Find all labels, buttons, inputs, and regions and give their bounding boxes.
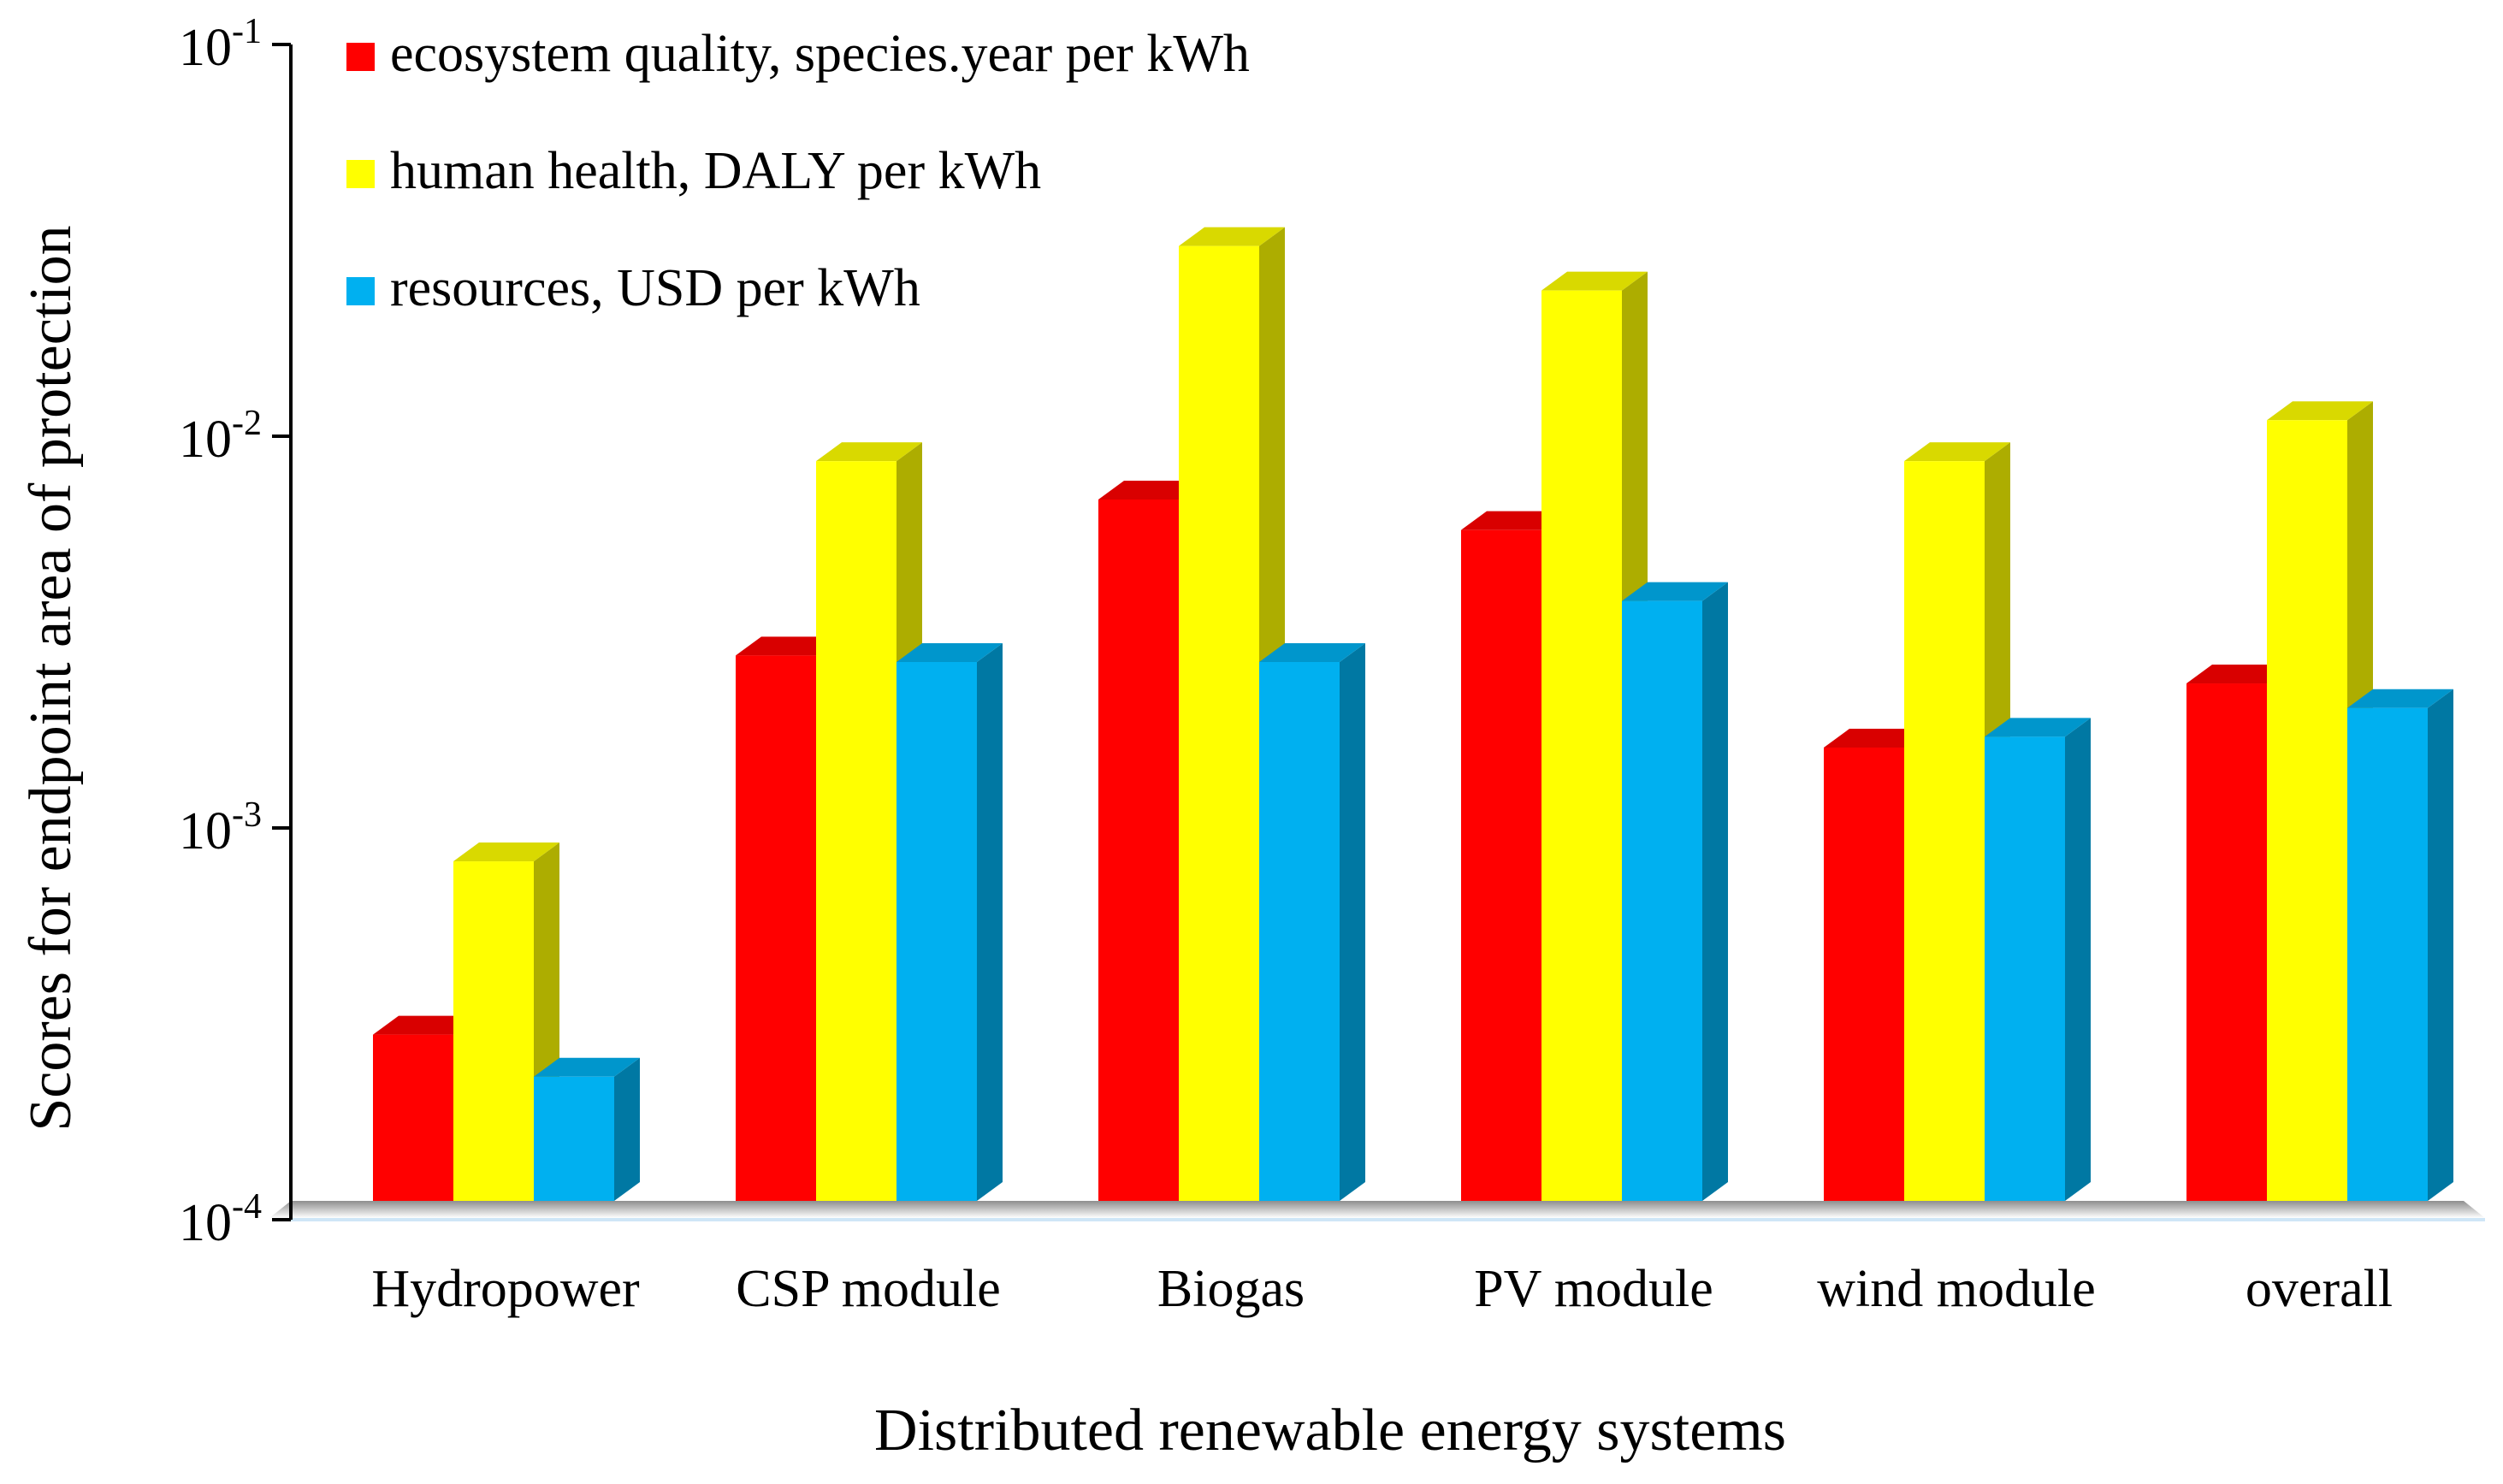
bar-top	[1824, 728, 1930, 748]
y-ticks-layer: 10-1 10-2 10-3 10-4	[179, 12, 291, 1252]
x-tick-label: overall	[2246, 1260, 2393, 1318]
bar-top	[896, 642, 1003, 662]
bar-front	[736, 655, 816, 1201]
legend: ecosystem quality, species.year per kWh h…	[346, 25, 1250, 317]
bar-front	[2186, 683, 2267, 1201]
x-axis-title: Distributed renewable energy systems	[874, 1398, 1786, 1463]
y-tick-label: 10-1	[179, 12, 262, 77]
chart-floor	[269, 1201, 2485, 1218]
x-tick-label: wind module	[1817, 1260, 2095, 1318]
bar-top	[2347, 689, 2453, 708]
legend-swatch	[346, 43, 375, 71]
bar-top	[1098, 480, 1204, 500]
bars-layer	[373, 227, 2453, 1202]
y-tick-label: 10-4	[179, 1187, 262, 1252]
bar-front	[816, 461, 896, 1201]
bar-side	[977, 642, 1003, 1201]
bar-front	[1098, 499, 1179, 1201]
bar-top	[736, 636, 842, 656]
x-tick-labels-layer: Hydropower CSP module Biogas PV module wind …	[371, 1260, 2393, 1318]
bar-side	[2428, 689, 2453, 1201]
bar-top	[2267, 401, 2373, 421]
bar-side	[614, 1057, 640, 1201]
bar-top	[1904, 442, 2010, 462]
bar-front	[373, 1034, 453, 1201]
bar-top	[1179, 227, 1285, 246]
bar-front	[1461, 529, 1541, 1201]
bar-front	[2347, 707, 2428, 1201]
bar-front	[2267, 420, 2347, 1201]
bar-front	[1541, 290, 1622, 1202]
bar-side	[1702, 582, 1728, 1201]
y-tick-label: 10-3	[179, 795, 262, 860]
bar-wind-module-2	[1985, 718, 2091, 1201]
bar-side	[1340, 642, 1365, 1201]
bar-top	[1461, 511, 1567, 530]
bar-top	[534, 1057, 640, 1077]
legend-swatch	[346, 160, 375, 188]
legend-label: ecosystem quality, species.year per kWh	[390, 25, 1250, 83]
legend-label: resources, USD per kWh	[390, 259, 920, 317]
bar-overall-2	[2347, 689, 2453, 1201]
bar-front	[1259, 661, 1340, 1201]
bar-front	[534, 1076, 614, 1201]
bar-top	[1985, 718, 2091, 737]
bar-top	[816, 442, 922, 462]
bar-biogas-2	[1259, 642, 1365, 1201]
x-tick-label: Hydropower	[371, 1260, 640, 1318]
bar-top	[2186, 665, 2293, 684]
bar-hydropower-1	[453, 843, 559, 1201]
bar-top	[1541, 271, 1648, 291]
bar-csp-module-2	[896, 642, 1003, 1201]
bar-front	[1985, 736, 2065, 1201]
x-tick-label: Biogas	[1157, 1260, 1305, 1318]
y-axis-title: Scores for endpoint area of protection	[18, 225, 84, 1131]
bar-top	[453, 843, 559, 862]
x-tick-label: PV module	[1474, 1260, 1713, 1318]
bar-top	[373, 1015, 479, 1035]
legend-label: human health, DALY per kWh	[390, 142, 1041, 200]
bar-pv-module-2	[1622, 582, 1728, 1201]
bar-top	[1259, 642, 1365, 662]
bar-hydropower-2	[534, 1057, 640, 1201]
x-tick-label: CSP module	[736, 1260, 1001, 1318]
bar-front	[1904, 461, 1985, 1201]
legend-swatch	[346, 277, 375, 305]
bar-front	[1622, 600, 1702, 1201]
bar-top	[1622, 582, 1728, 601]
bar-front	[1824, 747, 1904, 1201]
bar-front	[453, 861, 534, 1201]
bar-side	[2065, 718, 2091, 1201]
bar-front	[1179, 245, 1259, 1201]
bar-front	[896, 661, 977, 1201]
y-tick-label: 10-2	[179, 404, 262, 469]
